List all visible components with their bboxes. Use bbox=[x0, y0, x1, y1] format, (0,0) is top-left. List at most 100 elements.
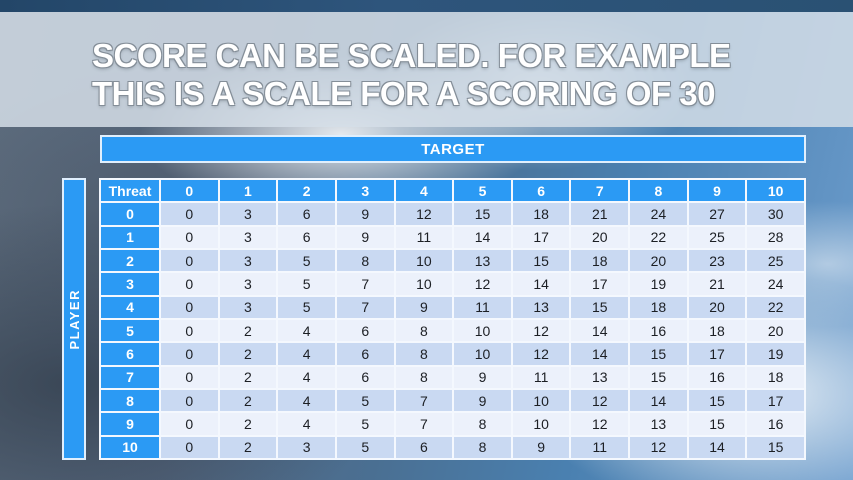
score-cell: 4 bbox=[278, 343, 335, 365]
score-cell: 23 bbox=[688, 250, 746, 272]
score-cell: 9 bbox=[395, 296, 453, 318]
score-cell: 18 bbox=[747, 366, 804, 388]
score-cell: 19 bbox=[630, 273, 687, 295]
score-cell: 0 bbox=[161, 273, 218, 295]
score-cell: 9 bbox=[454, 366, 511, 388]
score-cell: 18 bbox=[512, 203, 570, 225]
score-cell: 16 bbox=[688, 366, 746, 388]
score-cell: 8 bbox=[395, 343, 453, 365]
row-header: 6 bbox=[101, 343, 159, 365]
score-cell: 2 bbox=[219, 366, 277, 388]
score-cell: 7 bbox=[336, 273, 394, 295]
score-cell: 3 bbox=[219, 250, 277, 272]
score-cell: 11 bbox=[395, 226, 453, 248]
score-cell: 24 bbox=[630, 203, 687, 225]
score-cell: 15 bbox=[571, 296, 629, 318]
score-cell: 9 bbox=[336, 226, 394, 248]
score-cell: 20 bbox=[630, 250, 687, 272]
score-cell: 5 bbox=[336, 390, 394, 412]
column-header: 2 bbox=[278, 180, 335, 202]
score-cell: 6 bbox=[278, 203, 335, 225]
score-cell: 18 bbox=[630, 296, 687, 318]
score-cell: 2 bbox=[219, 436, 277, 458]
score-cell: 0 bbox=[161, 320, 218, 342]
score-cell: 8 bbox=[336, 250, 394, 272]
score-cell: 0 bbox=[161, 226, 218, 248]
row-header: 5 bbox=[101, 320, 159, 342]
score-cell: 6 bbox=[336, 320, 394, 342]
column-header: 5 bbox=[454, 180, 511, 202]
score-cell: 6 bbox=[278, 226, 335, 248]
score-cell: 12 bbox=[571, 390, 629, 412]
score-cell: 15 bbox=[454, 203, 511, 225]
score-cell: 5 bbox=[278, 296, 335, 318]
score-cell: 20 bbox=[747, 320, 804, 342]
column-header: 8 bbox=[630, 180, 687, 202]
score-cell: 10 bbox=[395, 250, 453, 272]
score-cell: 13 bbox=[630, 413, 687, 435]
score-cell: 3 bbox=[219, 226, 277, 248]
row-header: 10 bbox=[101, 436, 159, 458]
score-cell: 0 bbox=[161, 413, 218, 435]
score-cell: 10 bbox=[454, 343, 511, 365]
score-cell: 18 bbox=[571, 250, 629, 272]
score-cell: 17 bbox=[688, 343, 746, 365]
score-cell: 15 bbox=[630, 366, 687, 388]
column-header: 9 bbox=[688, 180, 746, 202]
score-cell: 5 bbox=[278, 273, 335, 295]
column-header: 1 bbox=[219, 180, 277, 202]
score-cell: 10 bbox=[512, 390, 570, 412]
score-cell: 3 bbox=[219, 273, 277, 295]
score-cell: 8 bbox=[395, 366, 453, 388]
score-cell: 4 bbox=[278, 366, 335, 388]
score-cell: 25 bbox=[747, 250, 804, 272]
score-cell: 5 bbox=[336, 413, 394, 435]
score-cell: 12 bbox=[571, 413, 629, 435]
score-cell: 13 bbox=[512, 296, 570, 318]
player-label: PLAYER bbox=[66, 288, 82, 350]
score-cell: 11 bbox=[454, 296, 511, 318]
score-cell: 0 bbox=[161, 436, 218, 458]
score-cell: 2 bbox=[219, 320, 277, 342]
score-cell: 12 bbox=[512, 343, 570, 365]
score-cell: 17 bbox=[747, 390, 804, 412]
score-cell: 12 bbox=[395, 203, 453, 225]
score-cell: 15 bbox=[688, 413, 746, 435]
score-cell: 9 bbox=[512, 436, 570, 458]
score-cell: 22 bbox=[630, 226, 687, 248]
score-cell: 12 bbox=[454, 273, 511, 295]
score-cell: 4 bbox=[278, 413, 335, 435]
score-cell: 8 bbox=[454, 413, 511, 435]
score-cell: 5 bbox=[278, 250, 335, 272]
score-cell: 25 bbox=[688, 226, 746, 248]
score-cell: 16 bbox=[747, 413, 804, 435]
score-cell: 10 bbox=[395, 273, 453, 295]
score-cell: 0 bbox=[161, 366, 218, 388]
player-header-bar: PLAYER bbox=[62, 178, 86, 460]
score-cell: 9 bbox=[336, 203, 394, 225]
score-cell: 4 bbox=[278, 390, 335, 412]
score-cell: 8 bbox=[395, 320, 453, 342]
row-header: 2 bbox=[101, 250, 159, 272]
score-cell: 24 bbox=[747, 273, 804, 295]
score-cell: 0 bbox=[161, 203, 218, 225]
score-cell: 18 bbox=[688, 320, 746, 342]
score-cell: 6 bbox=[336, 366, 394, 388]
top-accent-strip bbox=[0, 0, 853, 12]
column-header: 4 bbox=[395, 180, 453, 202]
score-cell: 11 bbox=[571, 436, 629, 458]
score-cell: 4 bbox=[278, 320, 335, 342]
score-cell: 20 bbox=[571, 226, 629, 248]
score-cell: 2 bbox=[219, 413, 277, 435]
score-cell: 30 bbox=[747, 203, 804, 225]
score-cell: 0 bbox=[161, 343, 218, 365]
score-cell: 0 bbox=[161, 390, 218, 412]
score-cell: 17 bbox=[512, 226, 570, 248]
score-cell: 13 bbox=[571, 366, 629, 388]
score-cell: 15 bbox=[630, 343, 687, 365]
score-cell: 12 bbox=[630, 436, 687, 458]
score-cell: 14 bbox=[688, 436, 746, 458]
column-header: 7 bbox=[571, 180, 629, 202]
score-cell: 7 bbox=[336, 296, 394, 318]
